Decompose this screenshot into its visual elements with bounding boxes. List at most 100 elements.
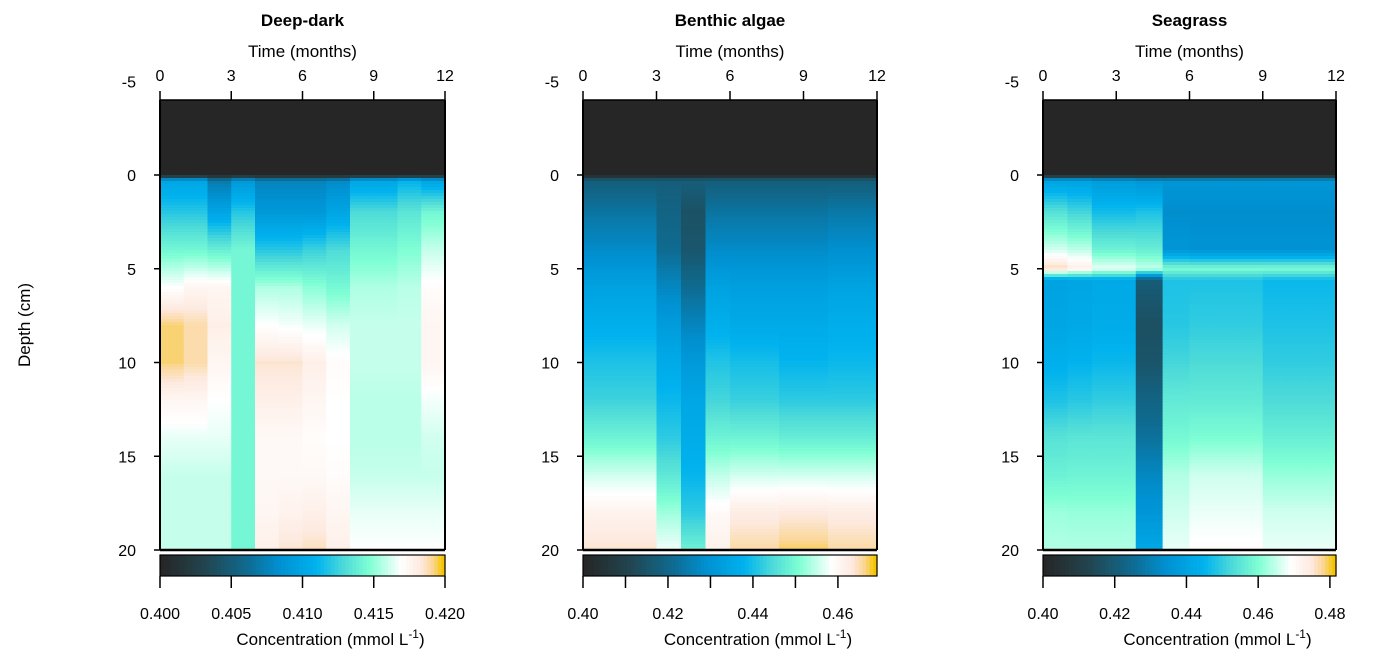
heatmap-cell — [632, 442, 658, 446]
heatmap-cell — [583, 451, 609, 455]
heatmap-cell — [207, 178, 232, 182]
heatmap-cell — [231, 208, 256, 212]
heatmap-cell — [255, 541, 280, 545]
heatmap-cell — [828, 301, 854, 305]
heatmap-cell — [1287, 367, 1313, 371]
heatmap-cell — [705, 424, 731, 428]
heatmap-cell — [656, 178, 682, 182]
heatmap-cell — [803, 406, 829, 410]
heatmap-cell — [852, 433, 878, 437]
heatmap-cell — [231, 331, 256, 335]
heatmap-cell — [779, 223, 805, 227]
heatmap-cell — [681, 214, 707, 218]
heatmap-cell — [803, 286, 829, 290]
heatmap-cell — [632, 193, 658, 197]
heatmap-cell — [607, 304, 633, 308]
heatmap-cell — [583, 505, 609, 509]
heatmap-cell — [1091, 448, 1137, 452]
heatmap-cell — [1135, 349, 1164, 353]
heatmap-cell — [779, 544, 805, 548]
heatmap-cell — [730, 316, 756, 320]
heatmap-cell — [326, 334, 351, 338]
heatmap-cell — [1091, 358, 1137, 362]
heatmap-cell — [302, 199, 327, 203]
heatmap-cell — [421, 439, 446, 443]
heatmap-cell — [681, 520, 707, 524]
heatmap-cell — [1238, 361, 1264, 365]
heatmap-cell — [1189, 439, 1215, 443]
heatmap-cell — [754, 532, 780, 536]
heatmap-cell — [705, 364, 731, 368]
heatmap-cell — [1311, 466, 1337, 470]
heatmap-cell — [1135, 280, 1164, 284]
heatmap-cell — [1238, 373, 1264, 377]
heatmap-cell — [1311, 274, 1337, 278]
heatmap-cell — [803, 403, 829, 407]
heatmap-cell — [160, 277, 185, 281]
heatmap-cell — [730, 214, 756, 218]
heatmap-cell — [681, 547, 707, 550]
heatmap-cell — [607, 490, 633, 494]
colorbar-tick-label: 0.46 — [1243, 606, 1274, 623]
heatmap-cell — [583, 202, 609, 206]
heatmap-cell — [681, 391, 707, 395]
heatmap-cell — [278, 292, 304, 296]
heatmap-cell — [1189, 547, 1215, 550]
colorbar-label-end: ) — [419, 630, 425, 649]
heatmap-cell — [730, 247, 756, 251]
heatmap-cell — [1091, 442, 1137, 446]
colorbar-swatch — [409, 555, 414, 576]
heatmap-cell — [607, 286, 633, 290]
heatmap-cell — [421, 193, 446, 197]
heatmap-cell — [1091, 481, 1137, 485]
heatmap-cell — [1213, 421, 1239, 425]
heatmap-cell — [1162, 328, 1191, 332]
heatmap-cell — [779, 484, 805, 488]
heatmap-cell — [705, 271, 731, 275]
heatmap-cell — [705, 340, 731, 344]
heatmap-cell — [1091, 280, 1137, 284]
heatmap-cell — [1238, 385, 1264, 389]
heatmap-cell — [583, 268, 609, 272]
heatmap-cell — [852, 232, 878, 236]
heatmap-cell — [1091, 364, 1137, 368]
heatmap-cell — [373, 211, 399, 215]
heatmap-cell — [828, 529, 854, 533]
heatmap-cell — [421, 325, 446, 329]
heatmap-cell — [373, 505, 399, 509]
heatmap-cell — [1189, 289, 1215, 293]
heatmap-cell — [1091, 478, 1137, 482]
heatmap-cell — [1162, 337, 1191, 341]
heatmap-cell — [1262, 514, 1288, 518]
heatmap-cell — [852, 331, 878, 335]
colorbar-swatch — [355, 555, 361, 576]
heatmap-cell — [350, 502, 375, 506]
heatmap-cell — [730, 418, 756, 422]
heatmap-cell — [397, 394, 422, 398]
heatmap-cell — [828, 400, 854, 404]
heatmap-cell — [1238, 391, 1264, 395]
heatmap-cell — [583, 247, 609, 251]
heatmap-cell — [278, 469, 304, 473]
heatmap-cell — [1287, 370, 1313, 374]
colorbar-swatch — [320, 555, 325, 576]
heatmap-cell — [730, 427, 756, 431]
colorbar-swatch — [1116, 555, 1121, 576]
heatmap-cell — [583, 232, 609, 236]
heatmap-cell — [1091, 394, 1137, 398]
heatmap-cell — [255, 358, 280, 362]
heatmap-cell — [350, 538, 375, 542]
heatmap-cell — [607, 391, 633, 395]
colorbar-swatch — [202, 555, 207, 576]
heatmap-cell — [1162, 478, 1191, 482]
heatmap-cell — [183, 436, 209, 440]
heatmap-cell — [278, 436, 304, 440]
heatmap-cell — [1067, 217, 1093, 221]
heatmap-cell — [852, 190, 878, 194]
heatmap-cell — [1262, 520, 1288, 524]
heatmap-cell — [302, 535, 327, 539]
heatmap-cell — [255, 247, 280, 251]
heatmap-cell — [278, 535, 304, 539]
heatmap-cell — [1043, 355, 1069, 359]
heatmap-cell — [397, 415, 422, 419]
